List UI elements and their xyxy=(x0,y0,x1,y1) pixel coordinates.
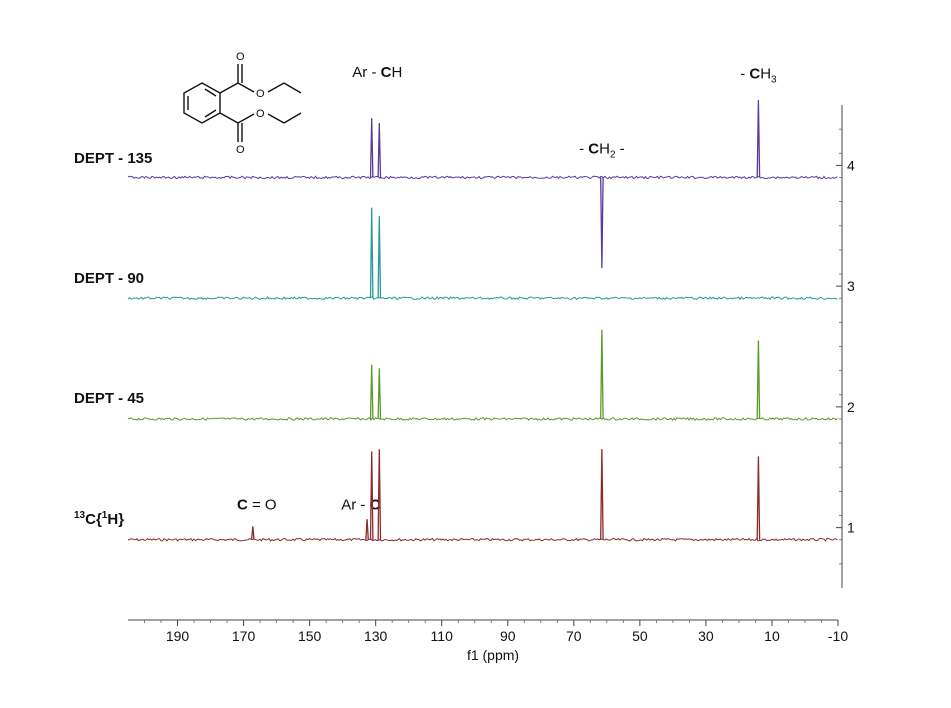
peak xyxy=(369,207,374,299)
peak xyxy=(756,340,761,419)
x-tick-label: 70 xyxy=(566,628,582,644)
peak xyxy=(369,364,374,419)
peak xyxy=(600,329,604,419)
annotation-bold: C xyxy=(370,497,381,514)
annotation-rest: H xyxy=(391,64,402,81)
x-tick-label: 10 xyxy=(764,628,780,644)
annotation-mid: H xyxy=(760,65,771,82)
annotation-ar-ch: Ar - CH xyxy=(352,64,402,81)
y-tick-label: 4 xyxy=(847,157,855,173)
peak xyxy=(600,177,604,269)
label-c: C{ xyxy=(85,511,102,528)
molecule-atoms: O O O O xyxy=(236,51,265,156)
y-tick-label: 1 xyxy=(847,520,855,536)
peak xyxy=(369,451,374,540)
annotation-rest: = O xyxy=(248,497,277,514)
trace-label-13c: 13C{1H} xyxy=(74,510,124,528)
peak xyxy=(377,368,382,419)
label-sup-13: 13 xyxy=(74,510,86,521)
atom-label: O xyxy=(256,88,265,100)
bond xyxy=(283,82,302,94)
x-axis-title: f1 (ppm) xyxy=(467,647,519,663)
y-tick-label: 3 xyxy=(847,278,855,294)
x-tick-label: 110 xyxy=(431,628,454,644)
trace-label-dept135: DEPT - 135 xyxy=(74,150,152,167)
annotation-bold: C xyxy=(749,65,760,82)
atom-label: O xyxy=(236,51,245,63)
annotation-rest: - xyxy=(616,140,625,157)
peak xyxy=(377,123,382,178)
annotation-ch3: - CH3 xyxy=(740,65,777,85)
y-tick-label: 2 xyxy=(847,399,855,415)
annotation-bold: C xyxy=(588,140,599,157)
x-tick-label: 190 xyxy=(166,628,190,644)
x-tick-label: -10 xyxy=(828,628,848,644)
series-baseline xyxy=(127,537,838,542)
peak xyxy=(377,449,382,540)
x-tick-label: 150 xyxy=(298,628,322,644)
x-tick-label: 30 xyxy=(698,628,714,644)
annotation-sub: 3 xyxy=(771,74,777,85)
annotation-bold: C xyxy=(237,497,248,514)
bond xyxy=(237,113,255,124)
bond xyxy=(267,113,285,124)
bond xyxy=(237,82,255,93)
molecule-structure xyxy=(183,64,302,142)
series-2 xyxy=(127,207,838,301)
atom-label: O xyxy=(236,144,245,156)
peak xyxy=(377,216,382,299)
annotation-sub: 2 xyxy=(610,149,616,160)
x-tick-label: 130 xyxy=(364,628,388,644)
bond xyxy=(283,112,302,124)
trace-label-dept45: DEPT - 45 xyxy=(74,390,144,407)
annotation-carbonyl: C = O xyxy=(237,497,277,514)
peak xyxy=(756,100,761,178)
series-baseline xyxy=(127,296,838,301)
x-tick-label: 50 xyxy=(632,628,648,644)
peak xyxy=(600,449,604,540)
bond xyxy=(267,82,285,93)
annotation-pre: Ar - xyxy=(341,497,369,514)
annotation-pre: Ar - xyxy=(352,64,380,81)
series-1 xyxy=(127,329,838,421)
label-sup-1: 1 xyxy=(102,510,108,521)
annotation-mid: H xyxy=(599,140,610,157)
x-tick-label: 90 xyxy=(500,628,516,644)
trace-label-dept90: DEPT - 90 xyxy=(74,270,144,287)
ring-double-bond xyxy=(204,109,217,118)
annotation-ch2: - CH2 - xyxy=(579,140,625,160)
series-baseline xyxy=(127,416,838,421)
peak xyxy=(365,519,369,540)
bond xyxy=(219,112,239,124)
label-h: H} xyxy=(107,511,124,528)
annotation-pre: - xyxy=(740,65,749,82)
peak xyxy=(756,456,761,540)
axes: 1 2 3 4 190 170 150 130 110 90 70 50 30 10 -10 xyxy=(128,105,855,644)
annotation-pre: - xyxy=(579,140,588,157)
series-0 xyxy=(127,449,838,542)
ring-double-bond xyxy=(204,88,217,97)
series-baseline xyxy=(127,175,838,180)
peak xyxy=(369,118,374,178)
atom-label: O xyxy=(256,108,265,120)
plot-area xyxy=(127,100,838,542)
benzene-ring xyxy=(183,82,221,124)
annotation-ar-c: Ar - C xyxy=(341,497,380,514)
x-tick-label: 170 xyxy=(232,628,256,644)
annotation-bold: C xyxy=(381,64,392,81)
series-3 xyxy=(127,100,838,269)
peak xyxy=(250,526,255,540)
bond xyxy=(219,82,239,94)
